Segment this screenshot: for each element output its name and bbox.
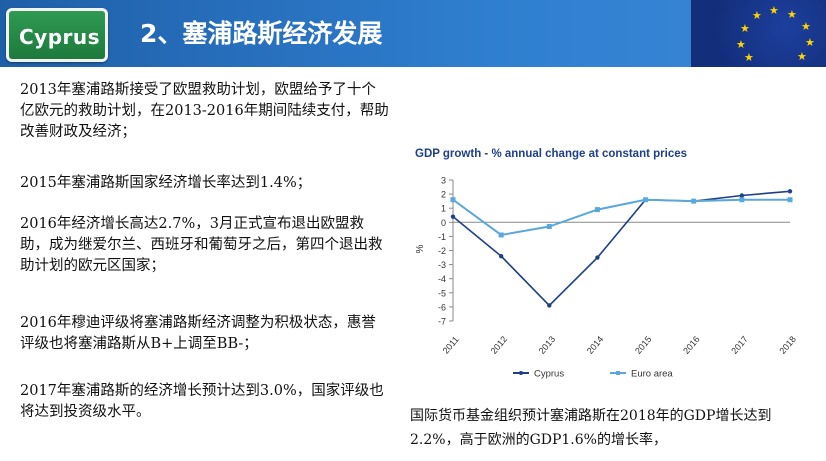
paragraph-2015-growth: 2015年塞浦路斯国家经济增长率达到1.4%； [20, 175, 312, 191]
imf-forecast-note: 国际货币基金组织预计塞浦路斯在2018年的GDP增长达到2.2%，高于欧洲的GD… [410, 408, 772, 448]
y-tick-label: 2 [441, 190, 446, 200]
star-icon: ★ [787, 8, 797, 21]
data-point [450, 197, 456, 203]
data-point [787, 189, 793, 194]
y-tick-label: -2 [438, 246, 446, 256]
legend-label: Euro area [631, 369, 673, 380]
legend-label: Cyprus [534, 369, 564, 380]
y-tick-label: -5 [438, 288, 446, 298]
data-point [739, 197, 745, 203]
data-point [787, 197, 793, 203]
legend-marker [519, 371, 523, 375]
logo-text: Cyprus [19, 25, 101, 49]
series-line-cyprus [452, 190, 791, 307]
x-tick-label: 2016 [681, 334, 702, 356]
x-tick-label: 2017 [729, 334, 750, 356]
paragraph-2017-outlook: 2017年塞浦路斯的经济增长预计达到3.0%，国家评级也将达到投资级水平。 [20, 383, 384, 420]
paragraph-ratings: 2016年穆迪评级将塞浦路斯经济调整为积极状态，惠誉评级也将塞浦路斯从B+上调至… [20, 315, 376, 352]
y-tick-label: -3 [438, 260, 446, 270]
star-icon: ★ [805, 36, 815, 49]
data-point [595, 255, 600, 260]
y-tick-label: -7 [438, 317, 446, 327]
data-point [498, 232, 504, 238]
page-title: 2、塞浦路斯经济发展 [140, 19, 383, 48]
star-icon: ★ [744, 51, 754, 64]
data-point [739, 193, 745, 198]
data-point [450, 214, 456, 219]
data-point [594, 207, 600, 213]
x-tick-label: 2014 [585, 334, 606, 356]
x-tick-label: 2012 [489, 334, 510, 356]
data-point [546, 224, 552, 230]
star-icon: ★ [797, 50, 807, 63]
header-banner: Cyprus 2、塞浦路斯经济发展 ★ ★ ★ ★ ★ ★ ★ ★ ★ [0, 0, 826, 67]
data-point [643, 197, 649, 203]
star-icon: ★ [801, 20, 811, 33]
star-icon: ★ [752, 9, 762, 22]
gdp-growth-chart: GDP growth - % annual change at constant… [405, 140, 815, 390]
paragraph-2016-growth: 2016年经济增长高达2.7%，3月正式宣布退出欧盟救助，成为继爱尔兰、西班牙和… [20, 216, 383, 274]
x-tick-label: 2018 [777, 334, 798, 356]
eu-flag-icon: ★ ★ ★ ★ ★ ★ ★ ★ ★ [691, 0, 826, 67]
series-line-euro-area [452, 198, 790, 237]
x-tick-label: 2013 [537, 334, 558, 356]
data-point [547, 303, 552, 308]
data-point [498, 253, 504, 259]
chart-title: GDP growth - % annual change at constant… [415, 148, 687, 160]
y-tick-label: -4 [438, 274, 446, 284]
y-axis-label: % [415, 245, 426, 254]
star-icon: ★ [740, 22, 750, 35]
cyprus-road-sign-logo: Cyprus [6, 8, 108, 62]
y-tick-label: 0 [441, 218, 446, 228]
x-tick-label: 2015 [633, 334, 654, 356]
chart-svg: GDP growth - % annual change at constant… [415, 148, 798, 380]
x-tick-label: 2011 [441, 334, 461, 355]
data-point [691, 198, 697, 204]
paragraph-eu-bailout: 2013年塞浦路斯接受了欧盟救助计划，欧盟给予了十个亿欧元的救助计划，在2013… [20, 82, 389, 140]
y-tick-label: 1 [441, 204, 446, 214]
legend-marker [616, 371, 620, 375]
star-icon: ★ [769, 4, 779, 17]
star-icon: ★ [736, 38, 746, 51]
y-tick-label: -6 [438, 302, 446, 312]
y-tick-label: 3 [441, 176, 446, 186]
y-tick-label: -1 [438, 232, 446, 242]
